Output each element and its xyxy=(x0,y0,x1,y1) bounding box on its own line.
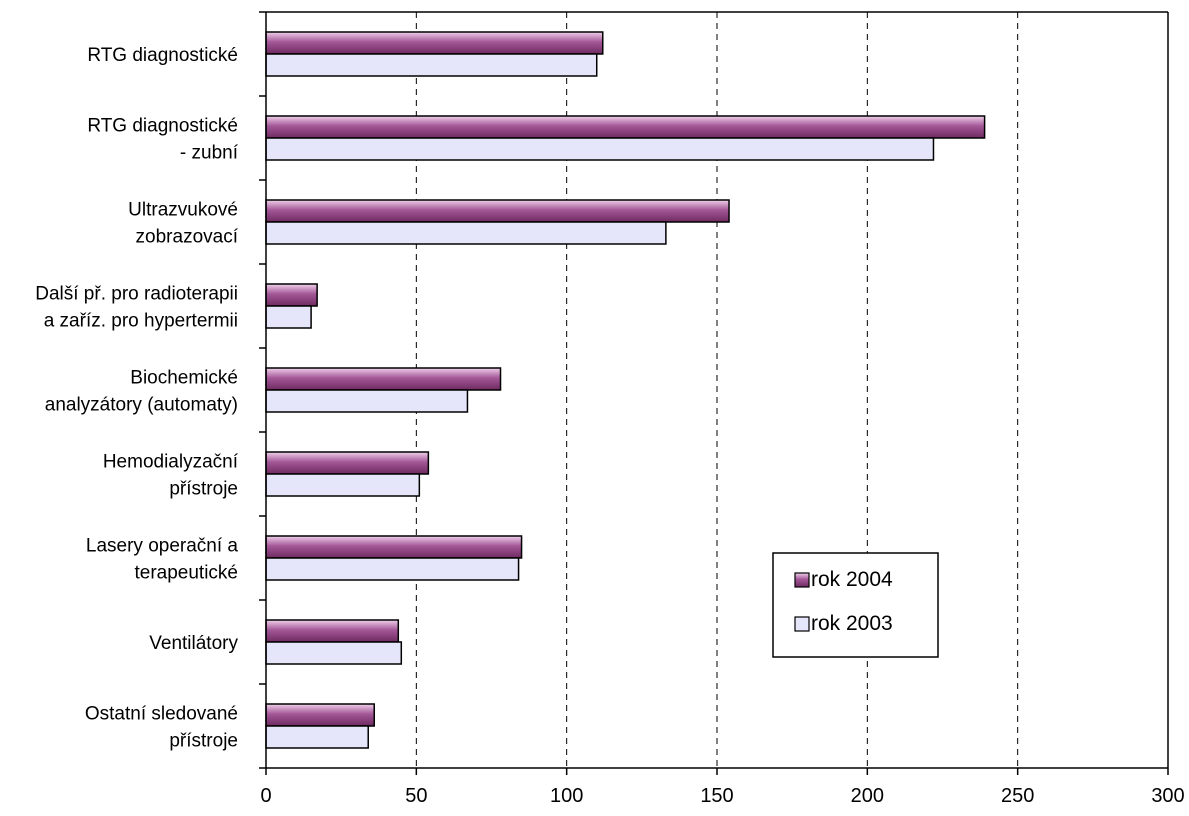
bar-rok-2003-1 xyxy=(265,137,935,161)
legend: rok 2004 rok 2003 xyxy=(772,552,939,658)
category-label: terapeutické xyxy=(134,563,238,584)
legend-swatch xyxy=(794,572,810,588)
bar-rok-2003-3 xyxy=(265,305,312,329)
category-label: Další př. pro radioterapii xyxy=(35,284,238,305)
bar-rok-2004-7 xyxy=(265,619,400,643)
bar-rok-2004-3 xyxy=(265,283,318,307)
legend-label: rok 2004 xyxy=(811,568,893,591)
category-label: Hemodialyzační xyxy=(103,452,239,473)
bar-rok-2004-2 xyxy=(265,199,730,223)
bar-rok-2003-8 xyxy=(265,725,369,749)
bar-rok-2003-4 xyxy=(265,389,469,413)
x-tick-label: 300 xyxy=(1151,785,1184,807)
legend-label: rok 2003 xyxy=(811,612,893,635)
legend-swatch xyxy=(794,616,810,632)
axes xyxy=(259,11,1169,775)
category-label: RTG diagnostické xyxy=(87,45,238,66)
bar-rok-2004-0 xyxy=(265,31,604,55)
bar-rok-2003-6 xyxy=(265,557,520,581)
x-tick-label: 0 xyxy=(260,785,271,807)
bar-rok-2004-6 xyxy=(265,535,523,559)
tick-labels: 0 50 100 150 200 250 300 xyxy=(260,785,1184,807)
category-label: zobrazovací xyxy=(136,227,239,248)
category-label: a zaříz. pro hypertermii xyxy=(44,311,238,332)
category-labels: RTG diagnostické RTG diagnostické - zubní U… xyxy=(35,45,238,752)
bar-rok-2003-0 xyxy=(265,53,598,77)
category-label: Lasery operační a xyxy=(86,536,239,557)
category-label: RTG diagnostické xyxy=(87,116,238,137)
category-label: Biochemické xyxy=(130,368,238,389)
x-tick-label: 150 xyxy=(700,785,733,807)
category-label: Ventilátory xyxy=(149,633,238,654)
x-tick-label: 100 xyxy=(550,785,583,807)
x-tick-label: 250 xyxy=(1001,785,1034,807)
category-label: analyzátory (automaty) xyxy=(45,395,238,416)
x-tick-label: 50 xyxy=(405,785,427,807)
category-label: přístroje xyxy=(169,731,238,752)
bar-rok-2004-4 xyxy=(265,367,502,391)
category-label: - zubní xyxy=(180,143,239,164)
legend-box xyxy=(772,552,939,658)
bar-rok-2004-1 xyxy=(265,115,986,139)
bar-rok-2003-5 xyxy=(265,473,421,497)
category-label: přístroje xyxy=(169,479,238,500)
bar-rok-2003-7 xyxy=(265,641,403,665)
bar-rok-2003-2 xyxy=(265,221,667,245)
category-label: Ostatní sledované xyxy=(85,704,238,725)
x-tick-label: 200 xyxy=(851,785,884,807)
bars xyxy=(265,31,986,749)
category-label: Ultrazvukové xyxy=(128,200,238,221)
bar-rok-2004-8 xyxy=(265,703,375,727)
bar-rok-2004-5 xyxy=(265,451,430,475)
